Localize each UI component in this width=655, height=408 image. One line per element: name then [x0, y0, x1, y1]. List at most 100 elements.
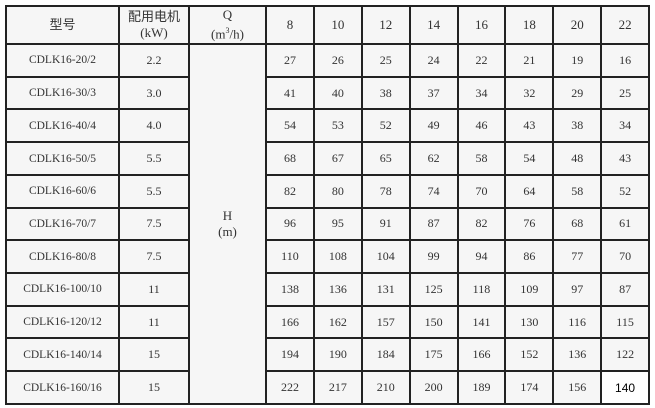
head-value-cell: 138 — [265, 272, 315, 307]
head-value-cell: 62 — [408, 141, 459, 176]
head-value-cell: 54 — [265, 108, 315, 144]
power-cell: 15 — [118, 370, 190, 405]
table-row: CDLK16-80/8 7.5 110 108 104 99 94 86 77 70 — [5, 239, 650, 275]
power-cell: 3.0 — [118, 75, 190, 111]
head-value-cell: 34 — [456, 75, 507, 111]
head-value-cell: 136 — [552, 337, 603, 373]
head-value-cell: 150 — [408, 304, 459, 340]
head-value-cell: 68 — [552, 206, 603, 242]
head-value-cell: 27 — [265, 43, 315, 78]
head-value-cell: 116 — [552, 304, 603, 340]
table-row: CDLK16-160/16 15 222 217 210 200 189 174 156 140 — [5, 370, 650, 405]
head-value-cell: 97 — [552, 272, 603, 307]
head-value-cell: 131 — [360, 272, 411, 307]
head-value-cell: 77 — [552, 239, 603, 275]
head-value-cell: 80 — [312, 173, 363, 209]
head-value-cell: 110 — [265, 239, 315, 275]
head-value-cell: 34 — [600, 108, 650, 144]
head-value-cell: 82 — [265, 173, 315, 209]
head-value-cell: 184 — [360, 337, 411, 373]
model-cell: CDLK16-160/16 — [5, 370, 120, 405]
model-cell: CDLK16-60/6 — [5, 173, 120, 209]
head-value-cell: 99 — [408, 239, 459, 275]
head-value-cell: 22 — [456, 43, 507, 78]
head-value-cell: 16 — [600, 43, 650, 78]
model-cell: CDLK16-120/12 — [5, 304, 120, 340]
head-value-cell: 174 — [504, 370, 555, 405]
model-cell: CDLK16-100/10 — [5, 272, 120, 307]
model-cell: CDLK16-30/3 — [5, 75, 120, 111]
head-value-cell: 67 — [312, 141, 363, 176]
flow-value: 16 — [456, 5, 507, 45]
head-value-cell: 136 — [312, 272, 363, 307]
flow-header: Q (m3/h) — [188, 5, 267, 45]
head-value-cell: 38 — [552, 108, 603, 144]
power-cell: 11 — [118, 304, 190, 340]
flow-value: 10 — [312, 5, 363, 45]
head-value-cell: 32 — [504, 75, 555, 111]
head-value-cell: 162 — [312, 304, 363, 340]
head-value-cell: 52 — [360, 108, 411, 144]
head-value-cell: 52 — [600, 173, 650, 209]
head-value-cell: 189 — [456, 370, 507, 405]
head-label-cell: H (m) — [188, 43, 267, 405]
power-cell: 5.5 — [118, 173, 190, 209]
head-value-cell: 91 — [360, 206, 411, 242]
head-value-cell: 118 — [456, 272, 507, 307]
power-cell: 7.5 — [118, 239, 190, 275]
table-row: CDLK16-20/2 2.2 H (m) 27 26 25 24 22 21 19 16 — [5, 43, 650, 405]
head-value-cell: 130 — [504, 304, 555, 340]
flow-value: 22 — [600, 5, 650, 45]
head-value-cell: 43 — [504, 108, 555, 144]
head-value-cell: 46 — [456, 108, 507, 144]
flow-value: 20 — [552, 5, 603, 45]
head-value-cell: 40 — [312, 75, 363, 111]
head-value-cell: 43 — [600, 141, 650, 176]
head-value-cell: 109 — [504, 272, 555, 307]
head-value-cell: 175 — [408, 337, 459, 373]
power-cell: 4.0 — [118, 108, 190, 144]
power-cell: 7.5 — [118, 206, 190, 242]
head-value-cell: 86 — [504, 239, 555, 275]
table-row: CDLK16-50/5 5.5 68 67 65 62 58 54 48 43 — [5, 141, 650, 176]
head-value-cell: 190 — [312, 337, 363, 373]
head-value-cell: 26 — [312, 43, 363, 78]
head-value-cell: 54 — [504, 141, 555, 176]
head-value-cell: 166 — [456, 337, 507, 373]
model-cell: CDLK16-50/5 — [5, 141, 120, 176]
head-value-cell: 61 — [600, 206, 650, 242]
flow-value: 12 — [360, 5, 411, 45]
model-cell: CDLK16-20/2 — [5, 43, 120, 78]
flow-value: 8 — [265, 5, 315, 45]
table-row: CDLK16-140/14 15 194 190 184 175 166 152 136 122 — [5, 337, 650, 373]
head-value-cell: 108 — [312, 239, 363, 275]
power-cell: 2.2 — [118, 43, 190, 78]
head-value-cell: 95 — [312, 206, 363, 242]
head-value-cell: 156 — [552, 370, 603, 405]
head-value-cell: 49 — [408, 108, 459, 144]
table-row: CDLK16-100/10 11 138 136 131 125 118 109 97 87 — [5, 272, 650, 307]
power-cell: 15 — [118, 337, 190, 373]
head-value-cell: 94 — [456, 239, 507, 275]
model-header: 型号 — [5, 5, 120, 45]
head-value-cell: 87 — [600, 272, 650, 307]
head-value-cell: 125 — [408, 272, 459, 307]
head-value-cell: 29 — [552, 75, 603, 111]
head-value-cell: 200 — [408, 370, 459, 405]
head-value-cell: 58 — [456, 141, 507, 176]
head-value-cell: 24 — [408, 43, 459, 78]
head-value-cell: 217 — [312, 370, 363, 405]
header-row: 型号 配用电机 (kW) Q (m3/h) 8 10 12 14 16 18 20 … — [5, 5, 650, 45]
table-row: CDLK16-120/12 11 166 162 157 150 141 130 116 115 — [5, 304, 650, 340]
head-value-cell: 140 — [600, 370, 650, 405]
head-value-cell: 78 — [360, 173, 411, 209]
table-row: CDLK16-40/4 4.0 54 53 52 49 46 43 38 34 — [5, 108, 650, 144]
head-value-cell: 65 — [360, 141, 411, 176]
table-row: CDLK16-30/3 3.0 41 40 38 37 34 32 29 25 — [5, 75, 650, 111]
head-value-cell: 76 — [504, 206, 555, 242]
pump-performance-table: 型号 配用电机 (kW) Q (m3/h) 8 10 12 14 16 18 20 … — [5, 5, 650, 405]
head-value-cell: 115 — [600, 304, 650, 340]
model-cell: CDLK16-70/7 — [5, 206, 120, 242]
head-value-cell: 152 — [504, 337, 555, 373]
head-value-cell: 53 — [312, 108, 363, 144]
